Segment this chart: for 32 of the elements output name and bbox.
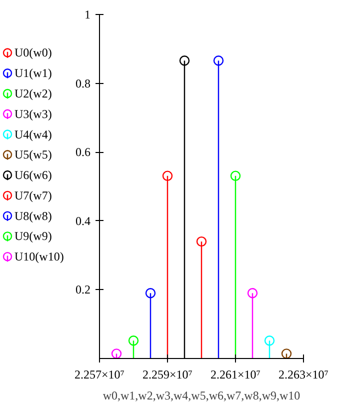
legend-label: U0(w0) — [14, 46, 52, 60]
x-tick-label: 2.257×10⁷ — [74, 368, 124, 382]
point — [281, 348, 292, 358]
point — [196, 236, 207, 247]
y-tick-label: 0.6 — [76, 145, 90, 160]
point — [162, 170, 173, 181]
point — [230, 170, 241, 181]
x-tick-label: 2.263×10⁷ — [278, 368, 328, 382]
legend-label: U3(w3) — [14, 106, 52, 121]
point — [247, 288, 258, 298]
legend-label: U10(w10) — [14, 250, 64, 264]
y-tick-label: 0.2 — [76, 282, 90, 297]
legend-label: U1(w1) — [14, 66, 52, 80]
y-tick-label: 0.4 — [76, 214, 90, 228]
point — [128, 336, 139, 346]
legend-label: U6(w6) — [14, 168, 52, 182]
point — [111, 348, 122, 358]
point — [145, 288, 156, 298]
legend-label: U5(w5) — [14, 148, 52, 162]
x-tick-label: 2.261×10⁷ — [210, 368, 260, 382]
legend-label: U4(w4) — [14, 127, 52, 142]
point — [264, 336, 275, 346]
y-tick-label: 1 — [84, 8, 90, 22]
point — [179, 56, 190, 66]
legend-label: U2(w2) — [14, 86, 52, 100]
legend-label: U9(w9) — [14, 229, 52, 244]
legend-label: U7(w7) — [14, 188, 52, 202]
x-tick-label: 2.259×10⁷ — [142, 368, 192, 382]
x-axis-title: w0,w1,w2,w3,w4,w5,w6,w7,w8,w9,w10 — [102, 388, 300, 402]
point — [213, 56, 224, 66]
y-tick-label: 0.8 — [76, 76, 90, 90]
legend-label: U8(w8) — [14, 208, 52, 223]
